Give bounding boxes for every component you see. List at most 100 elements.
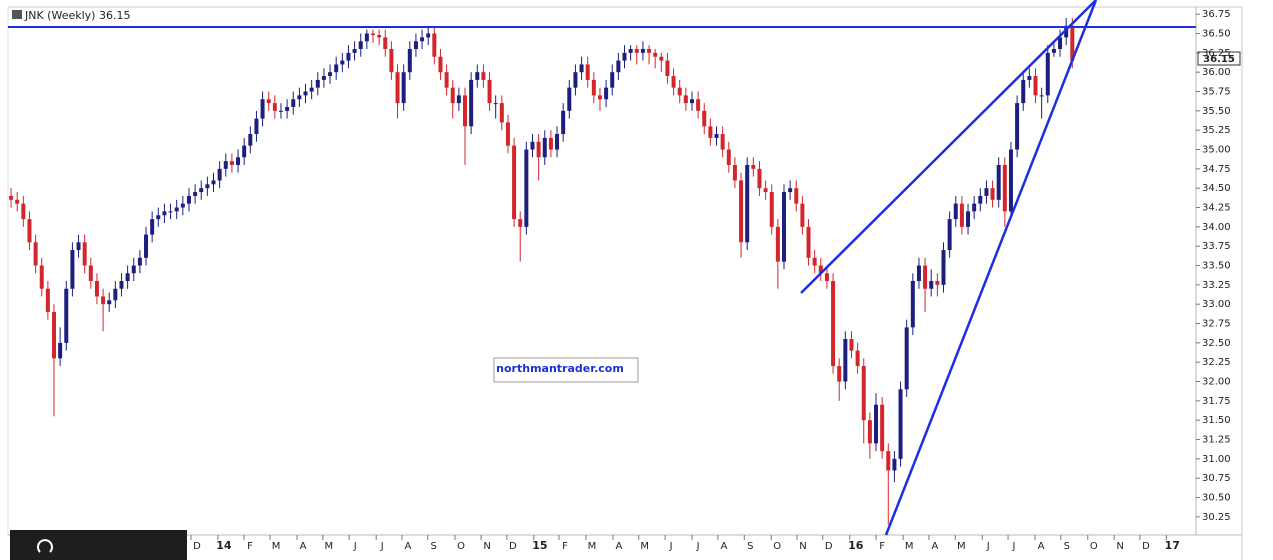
candle-body — [745, 164, 750, 243]
candle-body — [131, 265, 136, 274]
candle-body — [757, 168, 762, 189]
candle-body — [76, 242, 81, 251]
x-tick-label: J — [669, 541, 673, 552]
candle-body — [1021, 79, 1026, 104]
candle-body — [94, 280, 99, 297]
candle-body — [168, 211, 173, 213]
candle-body — [812, 257, 817, 266]
x-tick-label: N — [1116, 541, 1123, 552]
y-tick-label: 34.25 — [1202, 203, 1231, 214]
y-tick-label: 33.25 — [1202, 280, 1231, 291]
x-tick-label: A — [300, 541, 307, 552]
candle-body — [647, 48, 652, 53]
candle-body — [984, 188, 989, 196]
candle-body — [953, 203, 958, 220]
candle-body — [272, 103, 277, 111]
candle-body — [358, 41, 363, 49]
y-tick-label: 32.50 — [1202, 338, 1231, 349]
candle-body — [389, 48, 394, 73]
candle-body — [364, 33, 369, 42]
candle-body — [665, 60, 670, 77]
y-tick-label: 31.25 — [1202, 435, 1231, 446]
video-overlay[interactable] — [10, 530, 187, 560]
candle-body — [1002, 164, 1007, 212]
candle-body — [9, 195, 14, 200]
x-tick-label: A — [1038, 541, 1045, 552]
candle-body — [144, 234, 149, 258]
candle-body — [818, 265, 823, 274]
candle-body — [211, 180, 216, 185]
x-tick-label: D — [825, 541, 833, 552]
candle-body — [315, 79, 320, 88]
candle-body — [769, 192, 774, 227]
candle-body — [377, 35, 382, 38]
replay-icon[interactable] — [37, 539, 53, 553]
candle-body — [874, 404, 879, 444]
candle-body — [174, 207, 179, 212]
x-tick-label: A — [616, 541, 623, 552]
x-tick-label: S — [1064, 541, 1070, 552]
candle-body — [555, 134, 560, 150]
x-tick-label: M — [325, 541, 334, 552]
y-tick-label: 31.00 — [1202, 454, 1231, 465]
y-tick-label: 30.25 — [1202, 512, 1231, 523]
candle-body — [1058, 37, 1063, 49]
candle-body — [714, 134, 719, 138]
candle-body — [481, 72, 486, 80]
candle-body — [229, 161, 234, 165]
y-tick-label: 33.00 — [1202, 299, 1231, 310]
candle-body — [720, 134, 725, 150]
candle-body — [585, 64, 590, 80]
candle-body — [334, 64, 339, 73]
candle-body — [505, 122, 510, 146]
candle-body — [58, 342, 63, 359]
candle-body — [775, 226, 780, 262]
candle-body — [407, 48, 412, 73]
candle-body — [370, 33, 375, 36]
candle-body — [671, 76, 676, 88]
candle-body — [739, 180, 744, 243]
candle-body — [579, 64, 584, 73]
candle-body — [156, 215, 161, 220]
candle-body — [1015, 103, 1020, 150]
candle-body — [542, 137, 547, 158]
chart-title: JNK (Weekly) 36.15 — [24, 9, 130, 22]
candle-body — [1008, 149, 1013, 212]
x-tick-label: J — [986, 541, 990, 552]
candle-body — [732, 164, 737, 181]
x-tick-label: A — [720, 541, 727, 552]
y-tick-label: 32.25 — [1202, 357, 1231, 368]
candle-body — [82, 242, 87, 266]
candle-body — [806, 226, 811, 258]
candle-body — [180, 203, 185, 208]
candle-body — [205, 184, 210, 189]
candle-body — [438, 56, 443, 73]
price-tag-label: 36.15 — [1203, 54, 1235, 65]
candle-body — [561, 110, 566, 135]
y-tick-label: 36.75 — [1202, 9, 1231, 20]
candle-body — [285, 106, 290, 111]
candle-body — [1051, 48, 1056, 53]
x-tick-label: D — [1142, 541, 1150, 552]
candle-body — [15, 199, 20, 204]
candle-body — [426, 33, 431, 38]
x-tick-label: S — [431, 541, 437, 552]
candle-body — [260, 99, 265, 119]
x-tick-label: S — [747, 541, 753, 552]
candle-body — [395, 72, 400, 104]
y-tick-label: 32.00 — [1202, 377, 1231, 388]
candle-body — [923, 265, 928, 289]
x-tick-label: D — [509, 541, 517, 552]
y-tick-label: 34.00 — [1202, 222, 1231, 233]
candle-body — [567, 87, 572, 111]
candle-body — [88, 265, 93, 281]
candle-body — [125, 273, 130, 281]
trend-line-lower — [884, 0, 1098, 536]
candle-body — [892, 458, 897, 471]
candle-body — [1027, 76, 1032, 80]
y-tick-label: 35.50 — [1202, 106, 1231, 117]
x-tick-label: J — [1012, 541, 1016, 552]
x-tick-label: M — [640, 541, 649, 552]
